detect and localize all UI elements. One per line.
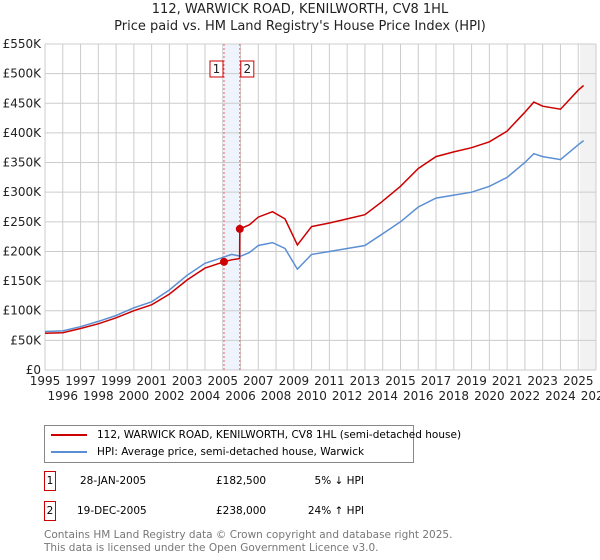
x-tick-label: 1997 [65,374,96,388]
x-tick-label: 2000 [119,389,150,403]
transaction-delta: 5% ↓ HPI [314,475,364,487]
x-tick-label: 2019 [456,374,487,388]
y-tick-label: £100K [3,304,43,318]
x-tick-label: 1999 [101,374,132,388]
sale-point [219,257,228,266]
plot-area: 1995199619971998199920002001200220032004… [3,37,600,403]
x-tick-label: 2025 [563,374,594,388]
x-tick-label: 2021 [492,374,523,388]
x-tick-label: 1996 [48,389,79,403]
sale-period-shade [223,44,240,370]
footer-line: Contains HM Land Registry data © Crown c… [44,529,453,541]
x-tick-label: 2020 [474,389,505,403]
legend-swatch-property [51,434,87,436]
marker-badge: 2 [44,501,56,521]
x-tick-label: 2010 [296,389,327,403]
x-tick-label: 2023 [527,374,558,388]
transaction-delta: 24% ↑ HPI [307,505,364,517]
annotation-label: 2 [243,62,251,76]
x-tick-label: 2024 [545,389,576,403]
y-tick-label: £250K [3,215,43,229]
footer: Contains HM Land Registry data © Crown c… [44,529,452,555]
forecast-hatch [580,44,596,370]
legend-swatch-hpi [51,451,87,453]
sale-point [235,224,244,233]
x-tick-label: 2015 [385,374,416,388]
y-tick-label: £500K [3,67,43,81]
transaction-price: £238,000 [216,505,267,517]
y-tick-label: £550K [3,37,43,51]
x-tick-label: 2008 [261,389,292,403]
x-tick-label: 2001 [136,374,167,388]
y-tick-label: £200K [3,244,43,258]
x-tick-label: 2017 [421,374,452,388]
x-tick-label: 2007 [243,374,274,388]
transaction-date: 28-JAN-2005 [80,475,147,487]
y-tick-label: £0 [26,363,41,377]
x-tick-label: 2003 [172,374,203,388]
x-tick-label: 2005 [207,374,238,388]
y-tick-label: £300K [3,185,43,199]
x-tick-label: 2018 [439,389,470,403]
y-tick-label: £150K [3,274,43,288]
chart-subtitle: Price paid vs. HM Land Registry's House … [114,19,486,34]
x-tick-label: 2014 [367,389,398,403]
annotation-badge [209,60,224,78]
legend-label-hpi: HPI: Average price, semi-detached house,… [97,446,365,458]
x-tick-label: 2006 [225,389,256,403]
x-tick-label: 1995 [30,374,61,388]
x-tick-label: 2016 [403,389,434,403]
y-tick-label: £350K [3,156,43,170]
transaction-date: 19-DEC-2005 [77,505,147,517]
y-tick-label: £400K [3,126,43,140]
x-tick-label: 2013 [350,374,381,388]
x-tick-label: 1998 [83,389,114,403]
x-tick-label: 2004 [190,389,221,403]
transaction-price: £182,500 [216,475,267,487]
x-tick-label: 2022 [510,389,541,403]
x-tick-label: 2026 [581,389,600,403]
y-tick-label: £450K [3,96,43,110]
y-tick-label: £50K [10,333,42,347]
annotation-badge [240,60,255,78]
footer-line: This data is licensed under the Open Gov… [44,542,379,554]
property-price-line [44,84,585,335]
chart-title: 112, WARWICK ROAD, KENILWORTH, CV8 1HL [151,2,449,17]
hpi-line [44,140,585,333]
x-tick-label: 2011 [314,374,345,388]
legend: 112, WARWICK ROAD, KENILWORTH, CV8 1HL (… [44,425,461,463]
annotation-label: 1 [213,62,221,76]
x-tick-label: 2012 [332,389,363,403]
x-tick-label: 2002 [154,389,185,403]
legend-label-property: 112, WARWICK ROAD, KENILWORTH, CV8 1HL (… [97,429,462,441]
x-tick-label: 2009 [279,374,310,388]
marker-badge: 1 [44,471,56,491]
